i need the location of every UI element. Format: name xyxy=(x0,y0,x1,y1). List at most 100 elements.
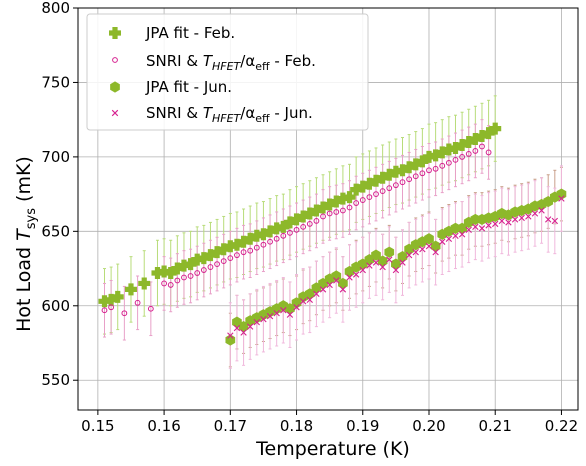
data-point xyxy=(412,173,419,180)
data-point xyxy=(350,183,363,196)
x-tick-label: 0.16 xyxy=(147,417,180,435)
data-point xyxy=(147,305,154,312)
data-point xyxy=(458,231,466,238)
x-tick-label: 0.20 xyxy=(412,417,445,435)
data-point xyxy=(525,213,532,220)
data-point xyxy=(253,318,260,326)
legend-box xyxy=(86,13,369,131)
data-point xyxy=(293,226,300,233)
legend-label-snri-jun: SNRI & THFET/αeff - Jun. xyxy=(146,104,313,125)
data-point xyxy=(445,235,453,242)
x-tick-label: 0.18 xyxy=(280,417,313,435)
data-point xyxy=(479,143,485,150)
data-point xyxy=(462,136,475,148)
data-point xyxy=(306,296,313,304)
data-point xyxy=(363,177,376,190)
data-point xyxy=(158,265,171,278)
data-point xyxy=(432,165,439,172)
legend-marker xyxy=(112,57,118,63)
data-point xyxy=(340,207,346,214)
data-point xyxy=(260,241,267,248)
data-point xyxy=(465,151,472,157)
data-point xyxy=(373,191,379,198)
x-tick-label: 0.17 xyxy=(214,417,247,435)
data-point xyxy=(352,271,360,278)
data-point xyxy=(545,216,552,223)
axis-ticks: 0.15 0.16 0.17 0.18 0.19 0.20 0.21 0.22 550 600 65… xyxy=(41,0,578,435)
data-point xyxy=(273,235,280,242)
data-point xyxy=(346,204,353,211)
data-point xyxy=(392,266,400,274)
data-point xyxy=(237,235,250,248)
data-point xyxy=(333,277,340,284)
data-point xyxy=(277,220,290,233)
data-point xyxy=(343,191,356,204)
data-point xyxy=(478,225,486,232)
data-point xyxy=(492,220,499,228)
data-point xyxy=(280,232,287,239)
data-point xyxy=(459,153,466,160)
data-point xyxy=(320,213,326,220)
data-point xyxy=(359,197,366,203)
data-point xyxy=(416,155,429,168)
x-tick-label: 0.19 xyxy=(346,417,379,435)
data-point xyxy=(177,259,190,272)
data-point xyxy=(250,229,263,242)
legend: JPA fit - Feb. SNRI & THFET/αeff - Feb. … xyxy=(86,13,369,131)
legend-label-snri-feb: SNRI & THFET/αeff - Feb. xyxy=(146,52,316,73)
data-point xyxy=(518,214,525,222)
data-point xyxy=(161,280,167,287)
data-point xyxy=(396,164,409,177)
data-point xyxy=(98,295,111,308)
data-point xyxy=(244,232,257,245)
data-point xyxy=(230,238,243,251)
data-point xyxy=(171,262,184,275)
data-point xyxy=(452,156,459,163)
data-point xyxy=(257,228,270,241)
data-point xyxy=(353,200,360,206)
data-point xyxy=(164,267,177,280)
data-point xyxy=(253,244,260,251)
data-point xyxy=(439,238,446,245)
data-point xyxy=(181,274,187,281)
data-point xyxy=(200,267,207,273)
x-axis-label: Temperature (K) xyxy=(255,438,410,460)
data-point xyxy=(405,251,413,259)
data-point xyxy=(372,259,380,266)
data-point xyxy=(469,133,482,146)
data-point xyxy=(485,222,492,229)
data-point xyxy=(108,304,115,311)
data-point xyxy=(386,185,393,192)
data-point xyxy=(317,201,330,214)
data-point xyxy=(482,127,495,140)
data-point xyxy=(449,141,462,154)
data-point xyxy=(227,332,234,339)
data-point xyxy=(384,246,395,258)
data-point xyxy=(264,225,277,238)
data-point xyxy=(489,122,502,135)
plot-frame xyxy=(77,7,579,411)
data-point xyxy=(475,130,488,143)
data-point xyxy=(224,240,237,253)
data-point xyxy=(326,210,333,217)
y-tick-label: 800 xyxy=(41,0,70,17)
data-markers xyxy=(98,122,567,346)
data-point xyxy=(399,259,406,266)
data-point xyxy=(134,299,141,306)
data-point xyxy=(194,270,201,276)
data-point xyxy=(287,229,293,236)
data-point xyxy=(138,277,151,290)
data-point xyxy=(406,176,413,183)
data-point xyxy=(240,329,247,336)
data-point xyxy=(456,138,469,151)
data-point xyxy=(429,149,442,162)
y-axis-label: Hot Load Tsys (mK) xyxy=(13,156,39,332)
data-point xyxy=(346,274,353,281)
data-point xyxy=(366,262,373,269)
data-point xyxy=(445,159,452,166)
data-point xyxy=(121,310,128,317)
data-point xyxy=(436,146,449,159)
data-point xyxy=(531,210,539,217)
data-point xyxy=(452,232,459,239)
